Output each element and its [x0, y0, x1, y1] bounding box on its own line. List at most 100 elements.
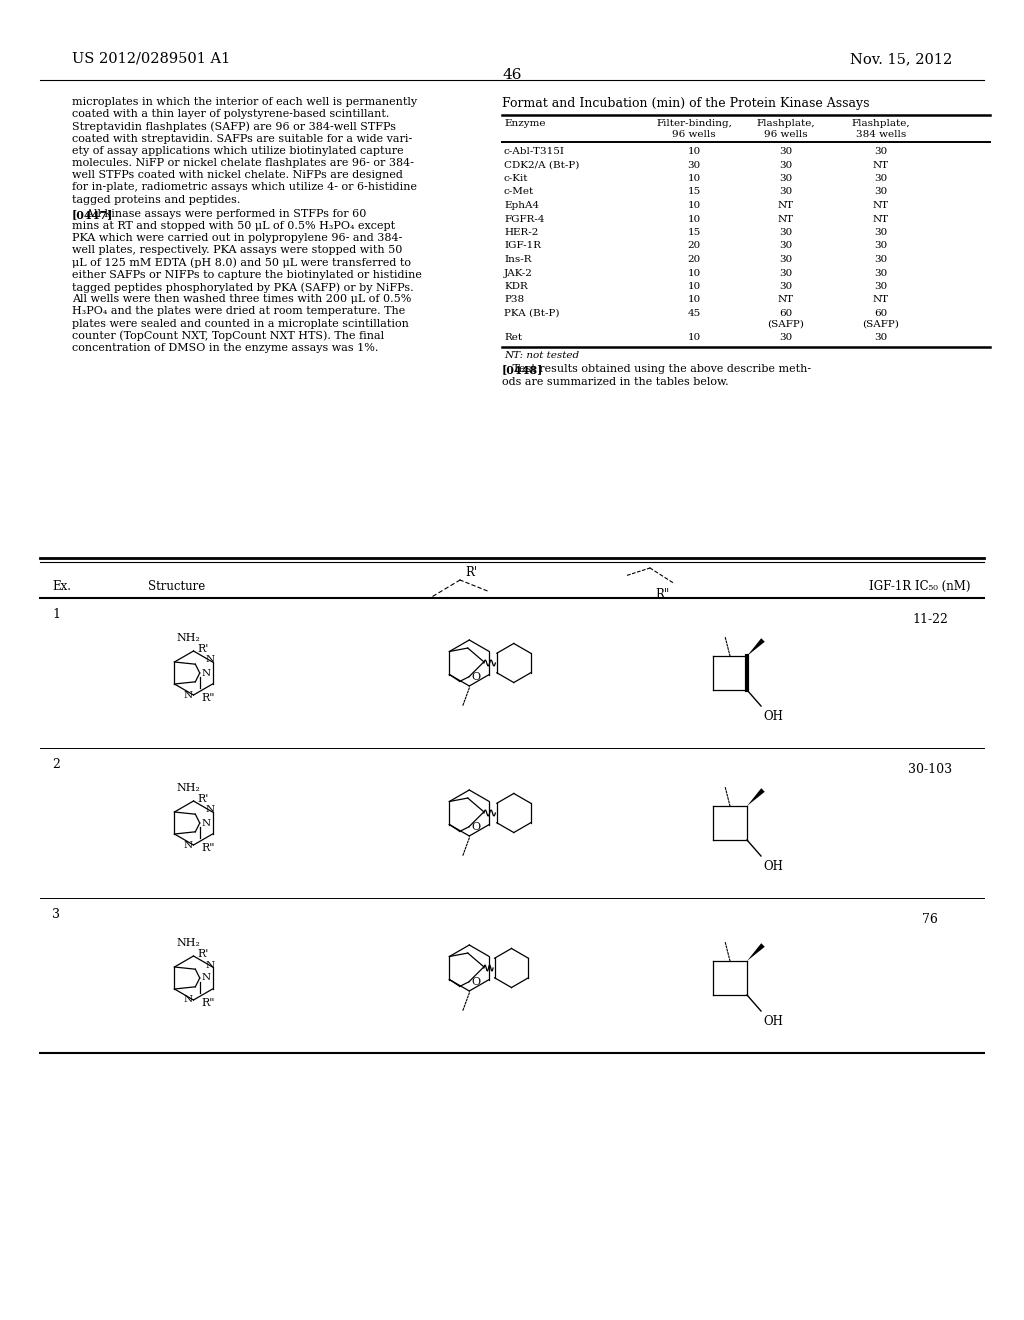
Text: 60: 60 — [874, 309, 888, 318]
Text: IGF-1R IC₅₀ (nM): IGF-1R IC₅₀ (nM) — [869, 579, 971, 593]
Text: either SAFPs or NIFPs to capture the biotinylated or histidine: either SAFPs or NIFPs to capture the bio… — [72, 269, 422, 280]
Polygon shape — [746, 944, 765, 961]
Text: plates were sealed and counted in a microplate scintillation: plates were sealed and counted in a micr… — [72, 318, 409, 329]
Text: 3: 3 — [52, 908, 60, 921]
Text: R': R' — [198, 644, 209, 655]
Text: EphA4: EphA4 — [504, 201, 539, 210]
Text: 20: 20 — [687, 242, 700, 251]
Text: N: N — [206, 805, 215, 814]
Text: 30: 30 — [779, 268, 793, 277]
Text: CDK2/A (Bt-P): CDK2/A (Bt-P) — [504, 161, 580, 169]
Text: IGF-1R: IGF-1R — [504, 242, 541, 251]
Text: 30: 30 — [779, 255, 793, 264]
Text: R": R" — [202, 842, 215, 853]
Text: 10: 10 — [687, 296, 700, 305]
Text: Nov. 15, 2012: Nov. 15, 2012 — [850, 51, 952, 66]
Text: NH₂: NH₂ — [176, 634, 201, 643]
Text: ods are summarized in the tables below.: ods are summarized in the tables below. — [502, 376, 729, 387]
Text: 30: 30 — [874, 255, 888, 264]
Text: 76: 76 — [922, 913, 938, 927]
Text: 11-22: 11-22 — [912, 612, 948, 626]
Text: R': R' — [465, 566, 477, 579]
Text: 96 wells: 96 wells — [672, 129, 716, 139]
Text: R": R" — [655, 587, 670, 601]
Text: 1: 1 — [52, 609, 60, 620]
Text: All kinase assays were performed in STFPs for 60: All kinase assays were performed in STFP… — [72, 209, 367, 219]
Text: c-Kit: c-Kit — [504, 174, 528, 183]
Text: 30-103: 30-103 — [908, 763, 952, 776]
Text: 30: 30 — [779, 282, 793, 290]
Text: 30: 30 — [874, 282, 888, 290]
Text: Enzyme: Enzyme — [504, 119, 546, 128]
Text: R": R" — [202, 998, 215, 1007]
Text: R': R' — [198, 795, 209, 804]
Text: JAK-2: JAK-2 — [504, 268, 532, 277]
Polygon shape — [746, 788, 765, 807]
Text: 20: 20 — [687, 255, 700, 264]
Text: 30: 30 — [874, 187, 888, 197]
Text: microplates in which the interior of each well is permanently: microplates in which the interior of eac… — [72, 96, 417, 107]
Text: μL of 125 mM EDTA (pH 8.0) and 50 μL were transferred to: μL of 125 mM EDTA (pH 8.0) and 50 μL wer… — [72, 257, 411, 268]
Text: 10: 10 — [687, 147, 700, 156]
Text: N: N — [206, 656, 215, 664]
Text: 30: 30 — [874, 228, 888, 238]
Text: 30: 30 — [779, 228, 793, 238]
Text: Flashplate,: Flashplate, — [757, 119, 815, 128]
Text: 30: 30 — [779, 333, 793, 342]
Text: 10: 10 — [687, 282, 700, 290]
Text: O: O — [471, 822, 480, 832]
Text: OH: OH — [763, 710, 783, 723]
Text: coated with a thin layer of polystyrene-based scintillant.: coated with a thin layer of polystyrene-… — [72, 110, 389, 119]
Text: 15: 15 — [687, 187, 700, 197]
Text: molecules. NiFP or nickel chelate flashplates are 96- or 384-: molecules. NiFP or nickel chelate flashp… — [72, 158, 414, 168]
Text: well plates, respectively. PKA assays were stopped with 50: well plates, respectively. PKA assays we… — [72, 246, 402, 255]
Text: 30: 30 — [779, 147, 793, 156]
Text: NT: NT — [872, 161, 889, 169]
Text: N: N — [184, 995, 194, 1005]
Text: NT: not tested: NT: not tested — [504, 351, 580, 359]
Text: c-Met: c-Met — [504, 187, 535, 197]
Text: PKA which were carried out in polypropylene 96- and 384-: PKA which were carried out in polypropyl… — [72, 234, 402, 243]
Text: 96 wells: 96 wells — [764, 129, 808, 139]
Text: Test results obtained using the above describe meth-: Test results obtained using the above de… — [502, 364, 811, 375]
Text: Filter-binding,: Filter-binding, — [656, 119, 732, 128]
Text: NT: NT — [872, 296, 889, 305]
Text: US 2012/0289501 A1: US 2012/0289501 A1 — [72, 51, 230, 66]
Text: 30: 30 — [874, 147, 888, 156]
Text: [0447]: [0447] — [72, 209, 114, 220]
Text: 30: 30 — [874, 174, 888, 183]
Text: 30: 30 — [874, 333, 888, 342]
Text: Flashplate,: Flashplate, — [852, 119, 910, 128]
Text: N: N — [202, 668, 211, 677]
Text: NH₂: NH₂ — [176, 939, 201, 948]
Text: N: N — [202, 818, 211, 828]
Text: 30: 30 — [779, 174, 793, 183]
Polygon shape — [746, 639, 765, 656]
Text: tagged proteins and peptides.: tagged proteins and peptides. — [72, 194, 241, 205]
Text: concentration of DMSO in the enzyme assays was 1%.: concentration of DMSO in the enzyme assa… — [72, 343, 379, 352]
Text: 60: 60 — [779, 309, 793, 318]
Text: 10: 10 — [687, 201, 700, 210]
Text: 10: 10 — [687, 174, 700, 183]
Text: 30: 30 — [779, 242, 793, 251]
Text: N: N — [184, 841, 194, 850]
Text: (SAFP): (SAFP) — [862, 319, 899, 329]
Text: N: N — [184, 690, 194, 700]
Text: NH₂: NH₂ — [176, 783, 201, 793]
Text: All wells were then washed three times with 200 μL of 0.5%: All wells were then washed three times w… — [72, 294, 412, 304]
Text: 30: 30 — [874, 242, 888, 251]
Text: Ret: Ret — [504, 333, 522, 342]
Text: NT: NT — [778, 214, 794, 223]
Text: counter (TopCount NXT, TopCount NXT HTS). The final: counter (TopCount NXT, TopCount NXT HTS)… — [72, 331, 384, 342]
Text: for in-plate, radiometric assays which utilize 4- or 6-histidine: for in-plate, radiometric assays which u… — [72, 182, 417, 193]
Text: Ins-R: Ins-R — [504, 255, 531, 264]
Text: well STFPs coated with nickel chelate. NiFPs are designed: well STFPs coated with nickel chelate. N… — [72, 170, 402, 181]
Text: H₃PO₄ and the plates were dried at room temperature. The: H₃PO₄ and the plates were dried at room … — [72, 306, 406, 317]
Text: 30: 30 — [874, 268, 888, 277]
Text: 10: 10 — [687, 214, 700, 223]
Text: 2: 2 — [52, 758, 59, 771]
Text: R": R" — [202, 693, 215, 702]
Text: Streptavidin flashplates (SAFP) are 96 or 384-well STFPs: Streptavidin flashplates (SAFP) are 96 o… — [72, 121, 396, 132]
Text: PKA (Bt-P): PKA (Bt-P) — [504, 309, 559, 318]
Text: c-Abl-T315I: c-Abl-T315I — [504, 147, 565, 156]
